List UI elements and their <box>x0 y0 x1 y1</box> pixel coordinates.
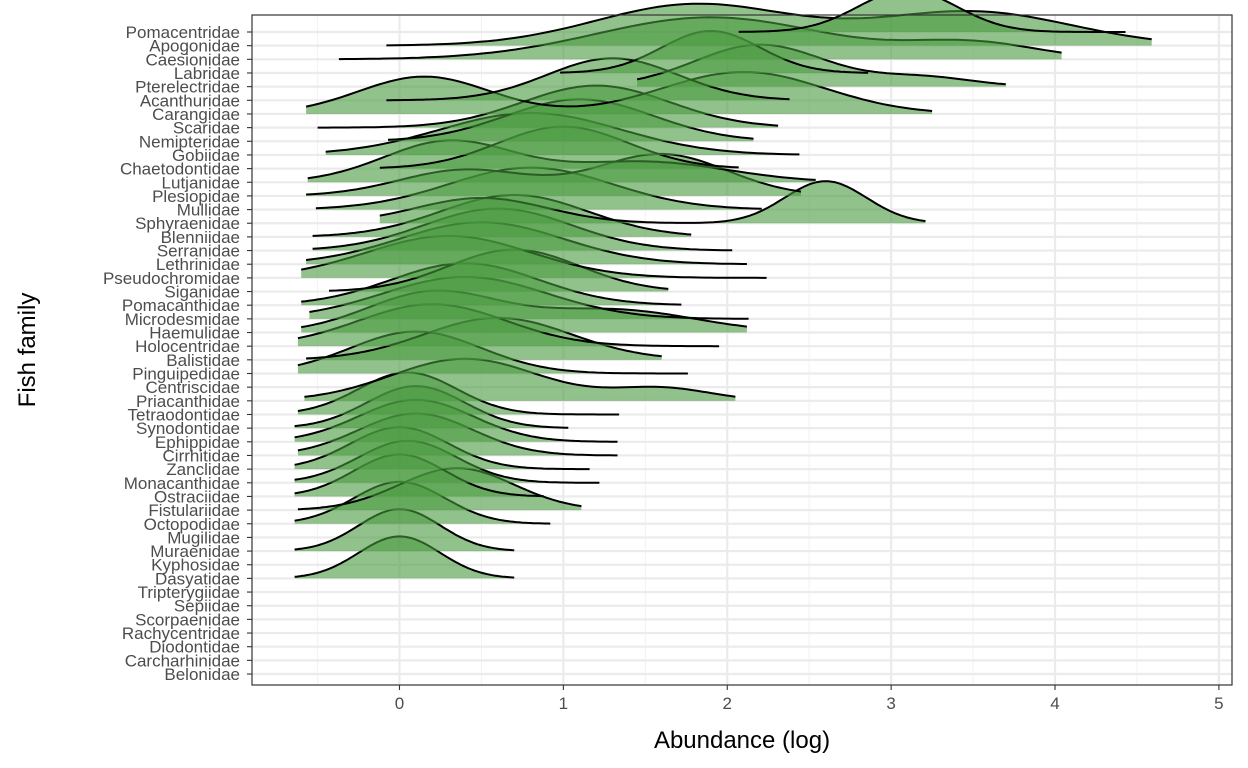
y-tick-label: Haemulidae <box>149 324 240 343</box>
ridge-line-apogonidae <box>386 2 1152 47</box>
y-tick-label: Octopodidae <box>144 515 240 534</box>
y-tick-label: Blenniidae <box>161 228 240 247</box>
y-tick-label: Apogonidae <box>149 37 240 56</box>
y-axis-title: Fish family <box>14 293 41 408</box>
y-tick-label: Carangidae <box>152 105 240 124</box>
y-tick-label: Fistulariidae <box>148 501 240 520</box>
y-tick-label: Plesiopidae <box>152 187 240 206</box>
y-tick-label: Zanclidae <box>166 460 240 479</box>
x-axis-title: Abundance (log) <box>654 727 830 754</box>
ridge-fill-acanthuridae <box>386 58 790 101</box>
y-tick-label: Ephippidae <box>155 433 240 452</box>
x-tick-label: 0 <box>395 694 404 713</box>
y-tick-label: Tripterygiidae <box>138 583 240 602</box>
y-axis: PomacentridaeApogonidaeCaesionidaeLabrid… <box>103 23 252 684</box>
ridge-fill-pomacentridae <box>738 0 1126 32</box>
y-tick-label: Carcharhinidae <box>125 651 240 670</box>
y-tick-label: Priacanthidae <box>136 392 240 411</box>
y-tick-label: Chaetodontidae <box>120 160 240 179</box>
x-axis: 0 1 2 3 4 5 <box>395 685 1224 713</box>
y-tick-label: Siganidae <box>164 283 240 302</box>
x-tick-label: 1 <box>559 694 568 713</box>
y-tick-label: Tetraodontidae <box>128 405 240 424</box>
y-tick-label: Mullidae <box>177 201 240 220</box>
density-ridges <box>294 0 1152 579</box>
panel-border <box>251 14 1233 686</box>
ridge-line-acanthuridae <box>386 57 790 102</box>
y-tick-label: Scaridae <box>173 119 240 138</box>
ridge-fill-muraenidae <box>294 509 515 552</box>
y-tick-label: Serranidae <box>157 242 240 261</box>
y-tick-label: Microdesmidae <box>125 310 240 329</box>
ridge-fill-sphyraenidae <box>379 181 926 224</box>
ridge-line-pomacentridae <box>738 0 1126 33</box>
y-tick-label: Scorpaenidae <box>135 610 240 629</box>
x-tick-label: 4 <box>1050 694 1059 713</box>
y-tick-label: Cirrhitidae <box>163 446 240 465</box>
y-tick-label: Ostraciidae <box>154 487 240 506</box>
y-tick-label: Caesionidae <box>145 50 240 69</box>
y-tick-label: Rachycentridae <box>122 624 240 643</box>
y-tick-label: Dasyatidae <box>155 569 240 588</box>
ridge-fill-dasyatidae <box>294 536 515 579</box>
y-tick-label: Sphyraenidae <box>135 214 240 233</box>
y-tick-label: Kyphosidae <box>151 556 240 575</box>
y-tick-label: Acanthuridae <box>140 91 240 110</box>
x-tick-label: 2 <box>723 694 732 713</box>
y-tick-label: Pomacentridae <box>126 23 240 42</box>
y-tick-label: Labridae <box>174 64 240 83</box>
y-tick-label: Diodontidae <box>149 638 240 657</box>
y-tick-label: Sepiidae <box>174 597 240 616</box>
y-tick-label: Balistidae <box>166 351 240 370</box>
y-tick-label: Lethrinidae <box>156 255 240 274</box>
y-tick-label: Mugilidae <box>167 528 240 547</box>
y-tick-label: Synodontidae <box>136 419 240 438</box>
x-tick-label: 5 <box>1214 694 1223 713</box>
y-tick-label: Pomacanthidae <box>122 296 240 315</box>
y-tick-label: Belonidae <box>164 665 240 684</box>
y-tick-label: Muraenidae <box>150 542 240 561</box>
x-tick-label: 3 <box>886 694 895 713</box>
y-tick-label: Nemipteridae <box>139 132 240 151</box>
y-tick-label: Holocentridae <box>135 337 240 356</box>
y-tick-label: Centriscidae <box>146 378 241 397</box>
y-tick-label: Pinguipedidae <box>132 365 240 384</box>
y-tick-label: Lutjanidae <box>162 173 240 192</box>
y-tick-label: Pterelectridae <box>135 78 240 97</box>
y-tick-label: Monacanthidae <box>124 474 240 493</box>
y-tick-label: Gobiidae <box>172 146 240 165</box>
y-tick-label: Pseudochromidae <box>103 269 240 288</box>
